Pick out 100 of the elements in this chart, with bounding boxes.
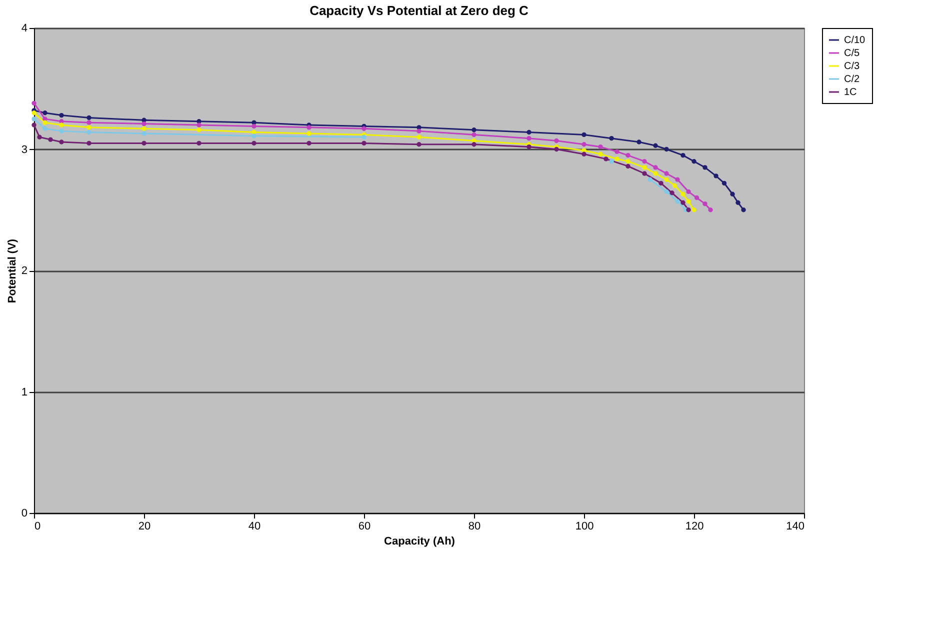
point: [648, 177, 652, 182]
point: [416, 134, 422, 140]
point: [609, 136, 614, 141]
y-tick-label: 3: [21, 144, 28, 156]
legend-label: C/3: [844, 61, 860, 72]
point: [86, 115, 92, 120]
point: [658, 180, 664, 186]
point: [686, 199, 691, 204]
point: [626, 164, 630, 169]
point: [59, 128, 64, 134]
x-tick-label: 120: [685, 520, 704, 532]
x-tick-label: 100: [575, 520, 594, 532]
point: [86, 120, 92, 125]
point: [653, 171, 658, 176]
x-tick-label: 20: [138, 520, 151, 532]
point: [636, 140, 642, 144]
point: [741, 208, 746, 212]
y-tick-label: 4: [21, 22, 28, 34]
y-tick-label: 2: [21, 265, 28, 277]
x-tick-label: 40: [248, 520, 261, 532]
point: [42, 120, 48, 125]
point: [692, 159, 696, 164]
point: [86, 125, 92, 130]
point: [692, 208, 696, 212]
point: [48, 137, 53, 142]
x-tick-label: 80: [468, 520, 481, 532]
point: [32, 122, 36, 128]
point: [142, 121, 146, 126]
point: [59, 122, 64, 128]
point: [694, 195, 700, 200]
point: [609, 159, 614, 164]
point: [196, 122, 202, 128]
point: [59, 140, 64, 144]
point: [582, 152, 586, 156]
point: [702, 201, 708, 206]
point: [306, 140, 312, 146]
point: [362, 140, 366, 146]
point: [252, 140, 256, 146]
point: [736, 200, 740, 205]
point: [680, 152, 686, 158]
point: [680, 200, 686, 205]
point: [614, 156, 620, 162]
point: [362, 134, 366, 140]
x-tick-label: 140: [786, 520, 804, 532]
point: [554, 138, 559, 144]
point: [664, 146, 669, 152]
point: [670, 190, 674, 196]
point: [362, 126, 366, 131]
point: [708, 208, 713, 212]
point: [722, 180, 727, 186]
point: [614, 149, 620, 154]
legend-label: 1C: [844, 87, 857, 98]
point: [37, 134, 42, 140]
point: [32, 116, 36, 122]
point: [664, 189, 669, 194]
point: [32, 110, 36, 116]
point: [142, 126, 146, 131]
point: [526, 130, 532, 135]
point: [686, 208, 691, 212]
point: [675, 199, 680, 204]
point: [86, 140, 92, 146]
point: [142, 131, 146, 136]
point: [526, 144, 532, 150]
point: [598, 152, 603, 156]
legend-label: C/2: [844, 74, 860, 85]
point: [714, 174, 718, 178]
y-tick-label: 0: [21, 508, 28, 520]
point: [86, 130, 92, 135]
point: [680, 192, 686, 196]
point: [604, 156, 608, 162]
y-tick-label: 1: [21, 386, 28, 398]
point: [672, 183, 678, 188]
point: [526, 136, 532, 141]
x-axis-title: Capacity (Ah): [384, 536, 456, 548]
point: [472, 132, 476, 138]
point: [196, 128, 202, 132]
point: [306, 125, 312, 130]
point: [642, 171, 647, 176]
point: [653, 165, 658, 170]
x-tick-label: 0: [34, 520, 41, 532]
point: [675, 177, 680, 182]
point: [598, 144, 603, 150]
point: [626, 159, 630, 164]
legend-label: C/10: [844, 35, 866, 46]
point: [730, 192, 735, 196]
point: [416, 142, 422, 147]
point: [582, 132, 586, 138]
point: [642, 159, 647, 164]
chart-title: Capacity Vs Potential at Zero deg C: [310, 3, 530, 18]
point: [252, 124, 256, 129]
point: [59, 112, 64, 118]
y-axis-title: Potential (V): [6, 238, 18, 304]
point: [642, 165, 647, 170]
point: [686, 189, 691, 194]
legend-label: C/5: [844, 48, 860, 59]
point: [472, 128, 476, 132]
point: [416, 128, 422, 134]
point: [554, 146, 559, 152]
point: [664, 177, 669, 182]
point: [472, 142, 476, 147]
